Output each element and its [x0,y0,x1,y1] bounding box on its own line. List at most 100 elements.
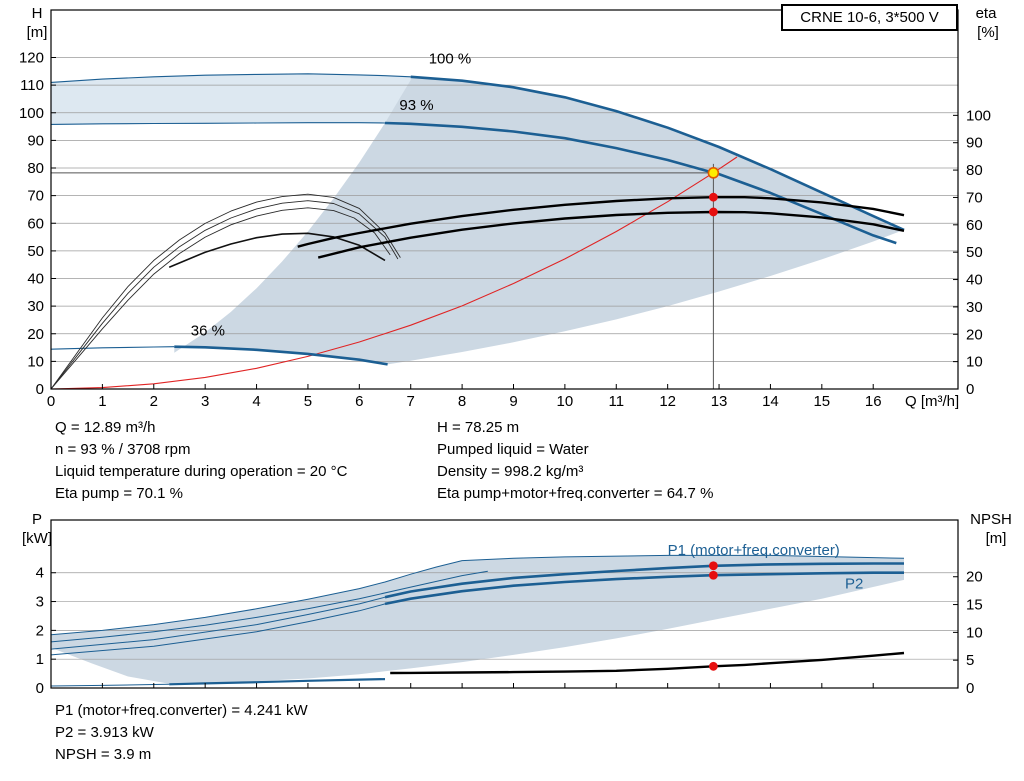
x-tick-label: 7 [407,393,415,410]
y-left-tick-label: 3 [36,594,44,611]
y-left-title: P [32,511,42,528]
y-right-unit: [%] [977,24,999,41]
y-left-tick-label: 30 [27,298,44,315]
eta-arc-1 [50,193,401,390]
y-left-tick-label: 1 [36,651,44,668]
y-left-tick-label: 20 [27,326,44,343]
y-right-tick-label: 80 [966,162,983,179]
curve-100pct-thin [50,73,411,83]
y-right-tick-label: 10 [966,624,983,641]
y-left-tick-label: 80 [27,160,44,177]
x-tick-label: 4 [252,393,260,410]
curve-eta-pump [297,196,905,248]
p2-93pct-thin [50,603,386,656]
power-info: P1 (motor+freq.converter) = 4.241 kW P2 … [55,700,308,766]
x-tick-label: 16 [865,393,882,410]
y-left-unit: [m] [27,24,48,41]
x-tick-label: 9 [509,393,517,410]
duty-info-left: Q = 12.89 m³/h n = 93 % / 3708 rpm Liqui… [55,417,347,505]
x-tick-label: 15 [813,393,830,410]
info-p2: P2 = 3.913 kW [55,724,154,741]
eta-motor-arc [168,232,386,268]
hq-performance-chart: 0 1 2 3 4 5 6 7 8 9 10 11 12 13 14 15 160102030405060708… [19,5,999,410]
y-right-tick-label: 20 [966,326,983,343]
p1-point [708,561,718,571]
label-p1: P1 (motor+freq.converter) [668,542,840,559]
x-tick-label: 6 [355,393,363,410]
y-right-title: NPSH [970,511,1012,528]
p-36pct-thin [50,683,170,687]
x-tick-label: 10 [557,393,574,410]
y-left-tick-label: 50 [27,243,44,260]
y-left-tick-label: 100 [19,105,44,122]
info-p1: P1 (motor+freq.converter) = 4.241 kW [55,702,308,719]
x-tick-label: 1 [98,393,106,410]
p2-curve [384,571,904,606]
info-flow: Q = 12.89 m³/h [55,419,156,436]
info-pumped-liquid: Pumped liquid = Water [437,441,589,458]
label-p2: P2 [845,576,863,593]
npsh-curve [390,651,905,675]
x-tick-label: 12 [659,393,676,410]
p-36pct-curve [169,678,386,686]
label-100pct: 100 % [429,51,472,68]
y-right-tick-label: 5 [966,652,974,669]
curve-93pct-thin [50,122,386,125]
label-36pct: 36 % [191,322,225,339]
x-tick-label: 3 [201,393,209,410]
plot-frame [50,519,959,689]
y-left-tick-label: 120 [19,50,44,67]
eta-arc-3 [50,207,391,390]
eta-pump-motor-point [708,207,718,217]
x-tick-label: 14 [762,393,779,410]
curve-eta-pump-motor [317,210,905,259]
model-box-label: CRNE 10-6, 3*500 V [800,9,939,26]
y-right-tick-label: 0 [966,680,974,697]
y-left-tick-label: 40 [27,271,44,288]
p2-point [708,570,718,580]
y-right-tick-label: 100 [966,107,991,124]
curve-36pct-thin [50,346,175,350]
y-left-unit: [kW] [22,530,52,547]
y-right-tick-label: 0 [966,381,974,398]
npsh-point [708,661,718,671]
duty-info-right: H = 78.25 m Pumped liquid = Water Densit… [437,417,713,505]
x-tick-label: 13 [711,393,728,410]
p1-curve [384,562,904,599]
y-right-tick-label: 15 [966,597,983,614]
y-right-tick-label: 50 [966,244,983,261]
x-tick-label: 0 [47,393,55,410]
envelope-light-band [51,73,411,125]
y-right-tick-label: 40 [966,272,983,289]
info-density: Density = 998.2 kg/m³ [437,463,584,480]
info-speed: n = 93 % / 3708 rpm [55,441,191,458]
label-93pct: 93 % [399,97,433,114]
x-tick-label: 8 [458,393,466,410]
x-tick-label: 5 [304,393,312,410]
duty-point [707,167,720,179]
y-right-unit: [m] [986,530,1007,547]
y-left-tick-label: 90 [27,132,44,149]
system-curve [50,156,738,390]
y-left-tick-label: 60 [27,215,44,232]
p1-100pct-thin [50,554,905,636]
curve-36pct [174,345,388,366]
y-right-tick-label: 70 [966,189,983,206]
p1-93pct-thin [50,596,386,650]
info-eta-pump: Eta pump = 70.1 % [55,485,183,502]
p2-100pct-thin [50,570,488,643]
eta-arc-2 [50,200,399,390]
y-right-tick-label: 90 [966,135,983,152]
y-right-tick-label: 20 [966,569,983,586]
y-left-tick-label: 10 [27,353,44,370]
power-envelope [51,555,904,684]
info-liquid-temp: Liquid temperature during operation = 20… [55,463,348,480]
y-right-tick-label: 10 [966,354,983,371]
x-tick-label: 2 [150,393,158,410]
info-eta-total: Eta pump+motor+freq.converter = 64.7 % [437,485,714,502]
y-right-tick-label: 30 [966,299,983,316]
y-right-title: eta [976,5,998,22]
y-left-tick-label: 110 [20,77,44,94]
info-npsh: NPSH = 3.9 m [55,746,152,763]
y-left-tick-label: 4 [36,565,44,582]
